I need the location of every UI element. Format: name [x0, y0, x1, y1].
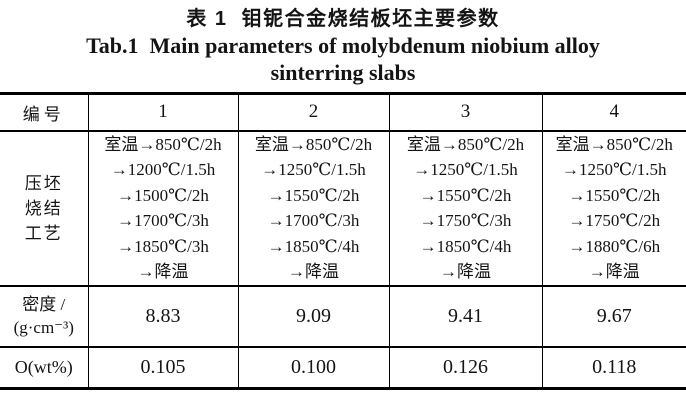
density-label-line: (g·cm⁻³): [13, 318, 74, 337]
density-value-sample-1: 8.83: [87, 285, 238, 348]
process-step: →1750℃/2h: [568, 211, 661, 230]
process-cell-sample-3: 室温→850℃/2h →1250℃/1.5h →1550℃/2h →1750℃/…: [388, 130, 542, 287]
density-value-sample-4: 9.67: [541, 285, 686, 348]
header-id-label: 编号: [0, 93, 88, 132]
header-col-4: 4: [541, 93, 686, 132]
process-step: →1550℃/2h: [267, 185, 360, 205]
process-row-label: 压坯 烧结 工艺: [0, 130, 88, 287]
header-col-1: 1: [87, 93, 238, 132]
process-row-label-line: 工艺: [24, 223, 63, 243]
process-step: →1880℃/6h: [568, 236, 661, 256]
process-step: →1500℃/2h: [117, 185, 209, 205]
oxygen-value-sample-4: 0.118: [541, 346, 686, 389]
process-step: →1700℃/3h: [117, 211, 209, 230]
sintering-process-row: 压坯 烧结 工艺 室温→850℃/2h →1200℃/1.5h →1500℃/2…: [0, 130, 686, 287]
process-step: →1250℃/1.5h: [261, 160, 366, 179]
process-step: →降温: [588, 262, 640, 281]
density-value-sample-3: 9.41: [388, 285, 542, 348]
process-row-label-line: 烧结: [24, 198, 63, 218]
header-col-2: 2: [237, 93, 389, 132]
process-cell-sample-2: 室温→850℃/2h →1250℃/1.5h →1550℃/2h →1700℃/…: [237, 130, 389, 287]
process-step: →降温: [440, 262, 491, 281]
process-step: →1750℃/3h: [419, 211, 512, 230]
process-step: →1200℃/1.5h: [110, 160, 216, 179]
density-value-sample-2: 9.09: [237, 285, 389, 348]
process-step: →降温: [137, 262, 189, 281]
process-step: →1850℃/4h: [267, 236, 360, 256]
process-step: 室温→850℃/2h: [254, 134, 373, 154]
process-step: →1550℃/2h: [568, 185, 661, 205]
process-step: →1850℃/4h: [419, 236, 512, 256]
process-step: →1550℃/2h: [419, 185, 512, 205]
oxygen-value-sample-3: 0.126: [388, 346, 542, 389]
process-step: 室温→850℃/2h: [406, 134, 525, 154]
process-step: →1850℃/3h: [117, 236, 209, 256]
process-step: 室温→850℃/2h: [104, 134, 222, 154]
process-step: 室温→850℃/2h: [555, 134, 673, 154]
table-caption-zh: 表 1 钼铌合金烧结板坯主要参数: [186, 8, 500, 30]
oxygen-row-label: O(wt%): [14, 356, 73, 377]
density-row: 密度 / (g·cm⁻³) 8.83 9.09 9.41 9.67: [0, 285, 686, 348]
process-cell-sample-4: 室温→850℃/2h →1250℃/1.5h →1550℃/2h →1750℃/…: [541, 130, 686, 287]
oxygen-row: O(wt%) 0.105 0.100 0.126 0.118: [0, 346, 686, 389]
table-caption-en-line2: sinterring slabs: [270, 60, 416, 85]
parameters-table: 编号 1 2 3 4 压坯 烧结 工艺 室温→850℃/2h →1200℃/1.…: [0, 92, 686, 390]
table-header-row: 编号 1 2 3 4: [0, 93, 686, 132]
process-cell-sample-1: 室温→850℃/2h →1200℃/1.5h →1500℃/2h →1700℃/…: [87, 130, 238, 287]
process-step: →1250℃/1.5h: [562, 160, 667, 179]
process-step: →降温: [288, 262, 339, 281]
process-step: →1700℃/3h: [267, 211, 360, 230]
density-label-line: 密度 /: [22, 295, 66, 314]
table-caption-en-line1: Tab.1 Main parameters of molybdenum niob…: [86, 33, 600, 58]
header-col-3: 3: [388, 93, 542, 132]
oxygen-value-sample-2: 0.100: [237, 346, 389, 389]
process-row-label-line: 压坯: [24, 173, 63, 193]
oxygen-value-sample-1: 0.105: [87, 346, 238, 389]
density-row-label: 密度 / (g·cm⁻³): [0, 285, 88, 348]
process-step: →1250℃/1.5h: [413, 160, 518, 179]
